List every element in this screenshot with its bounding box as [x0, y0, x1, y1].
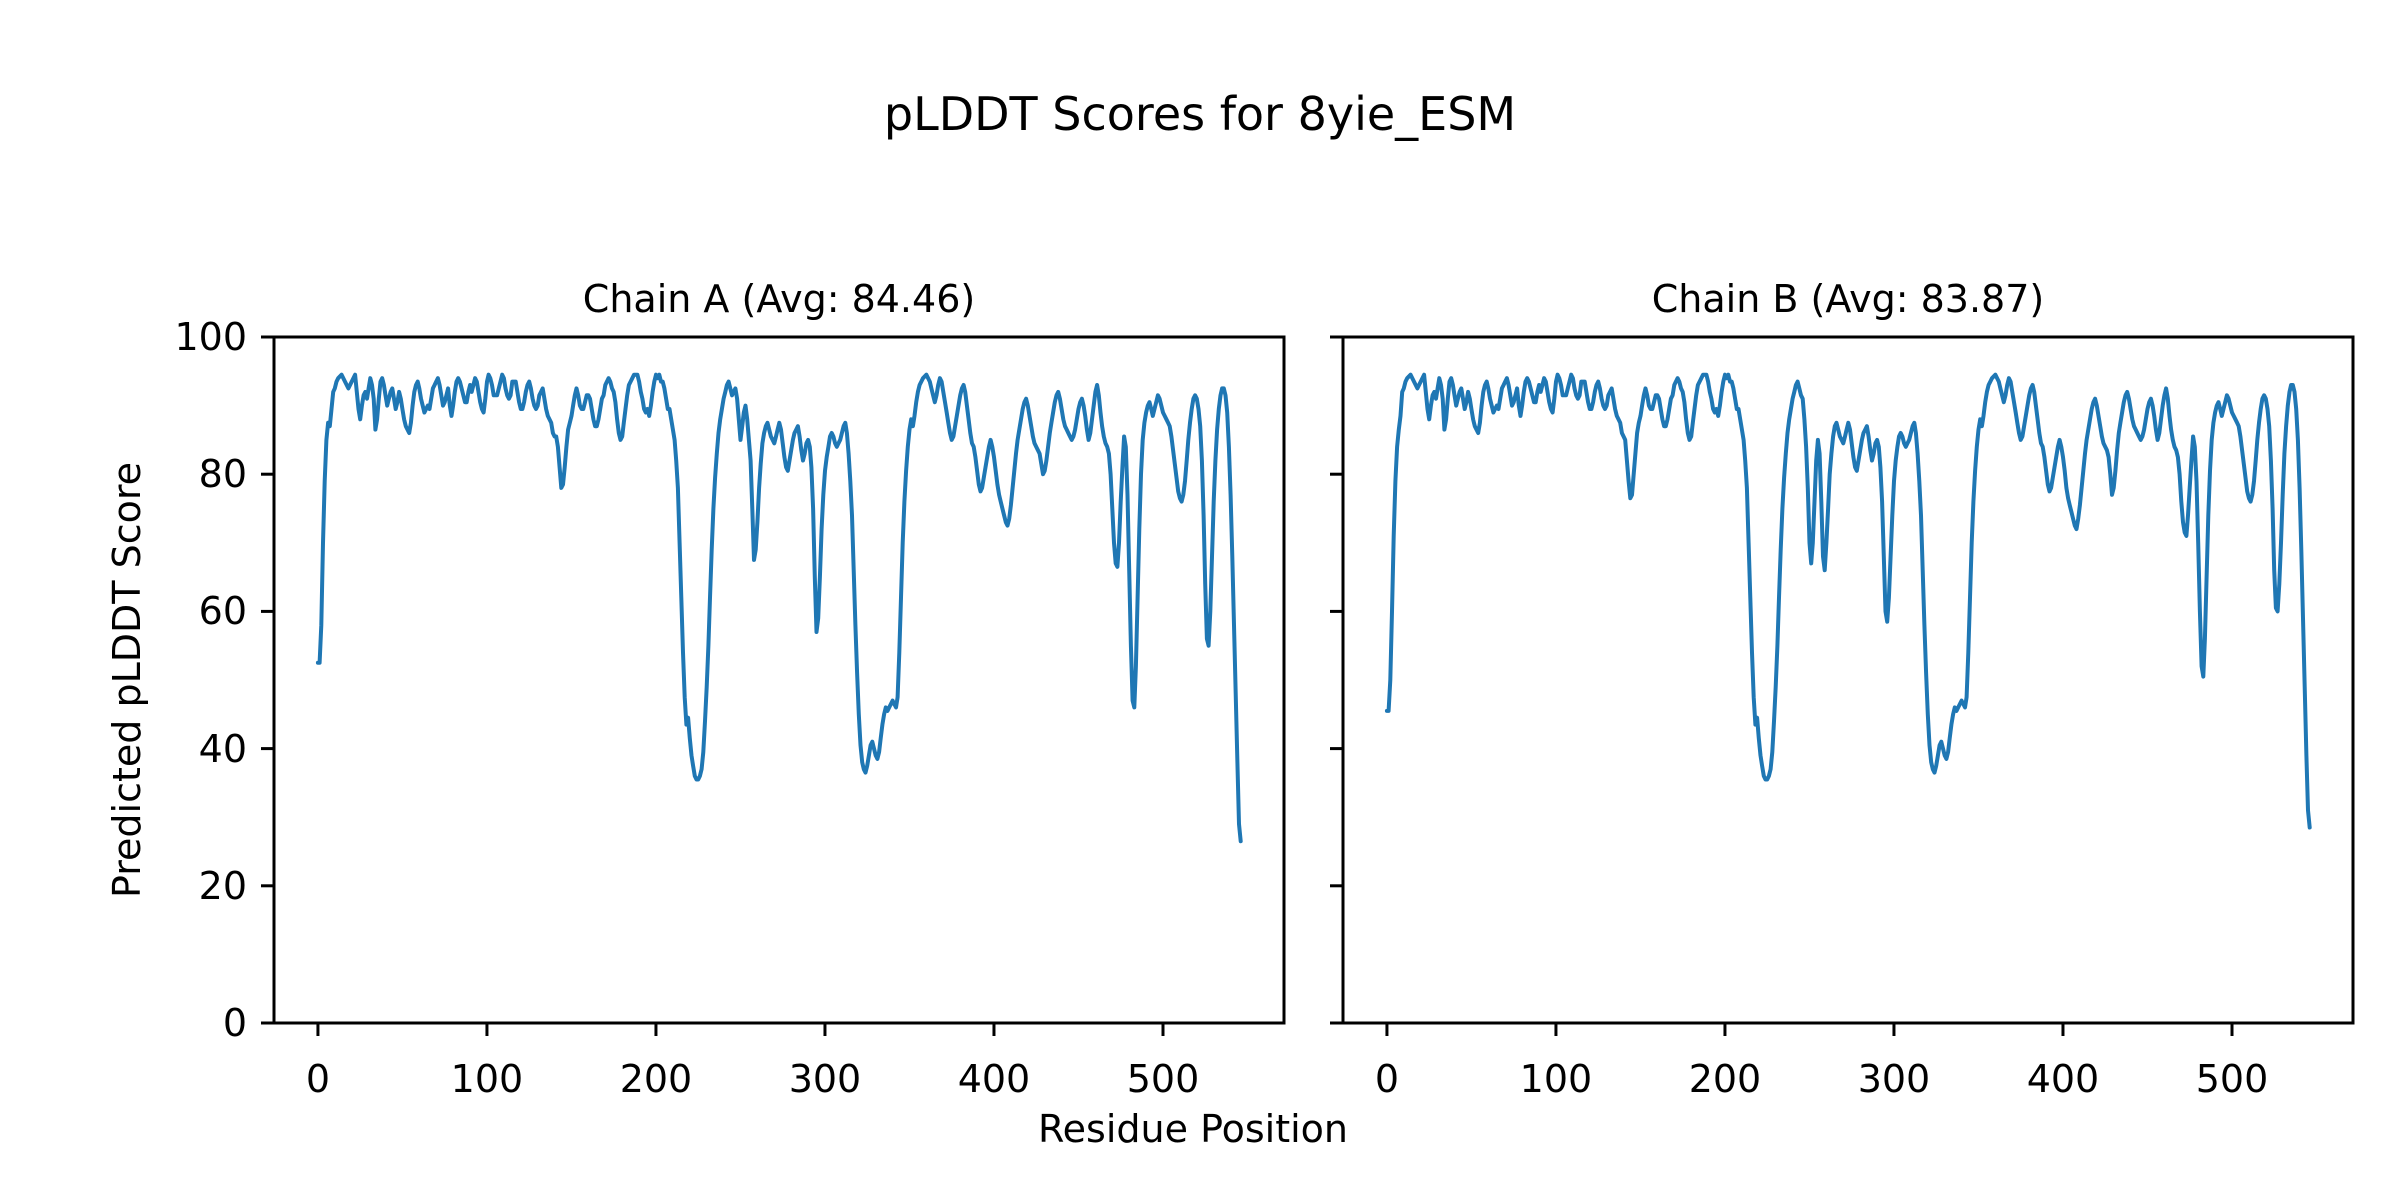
x-tick-label: 200 — [619, 1057, 693, 1101]
axes-box-chain-b — [1341, 335, 2355, 1025]
plddt-line-chain-a — [315, 372, 1243, 844]
y-tick-label: 40 — [198, 726, 247, 771]
figure-title: pLDDT Scores for 8yie_ESM — [883, 87, 1517, 141]
x-tick-label: 0 — [1374, 1057, 1400, 1101]
x-axis-label: Residue Position — [1037, 1107, 1349, 1151]
axes-box-chain-a — [272, 335, 1286, 1025]
x-tick-label: 400 — [2026, 1057, 2100, 1101]
subplot-title-chain-a: Chain A (Avg: 84.46) — [582, 277, 976, 321]
y-axis-label: Predicted pLDDT Score — [105, 462, 150, 898]
y-tick-label: 20 — [198, 863, 247, 908]
x-tick-label: 300 — [1857, 1057, 1931, 1101]
x-tick-label: 300 — [788, 1057, 862, 1101]
x-tick-label: 200 — [1688, 1057, 1762, 1101]
x-tick-label: 500 — [2195, 1057, 2269, 1101]
y-tick-label: 60 — [198, 589, 247, 634]
y-tick-label: 0 — [222, 1001, 247, 1045]
plddt-line-chain-b — [1384, 372, 2312, 830]
x-tick-label: 100 — [1519, 1057, 1593, 1101]
y-tick-label: 100 — [174, 315, 247, 359]
subplot-title-chain-b: Chain B (Avg: 83.87) — [1651, 277, 2045, 321]
y-tick-label: 80 — [198, 452, 247, 497]
x-tick-label: 0 — [305, 1057, 331, 1101]
x-tick-label: 500 — [1126, 1057, 1200, 1101]
x-tick-label: 100 — [450, 1057, 524, 1101]
x-tick-label: 400 — [957, 1057, 1031, 1101]
